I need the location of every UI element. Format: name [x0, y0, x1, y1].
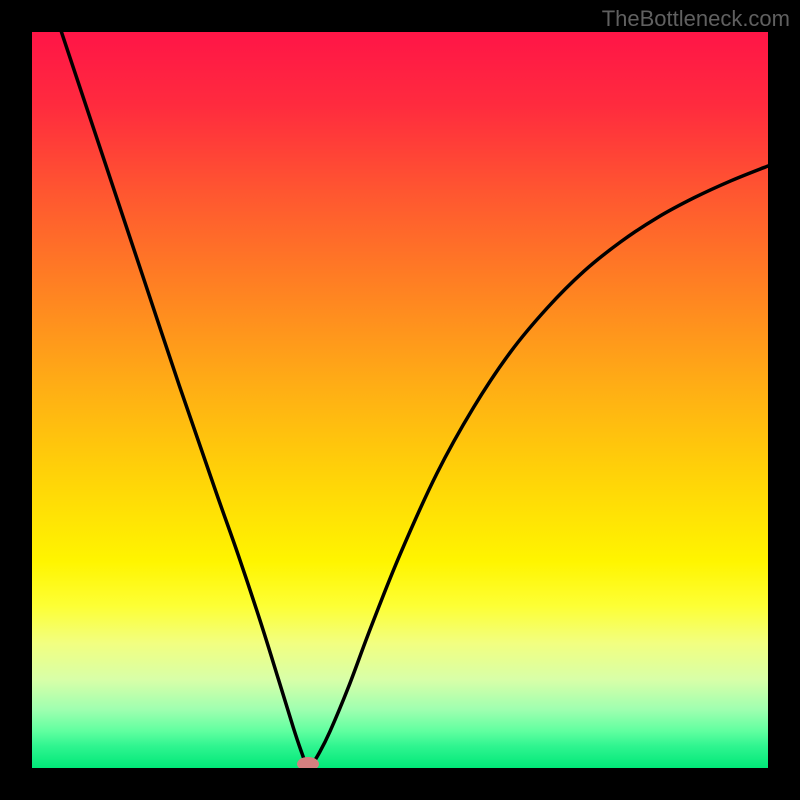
bottleneck-curve: [32, 32, 768, 768]
watermark-text: TheBottleneck.com: [602, 6, 790, 32]
plot-area: [32, 32, 768, 768]
optimum-marker: [297, 757, 319, 768]
